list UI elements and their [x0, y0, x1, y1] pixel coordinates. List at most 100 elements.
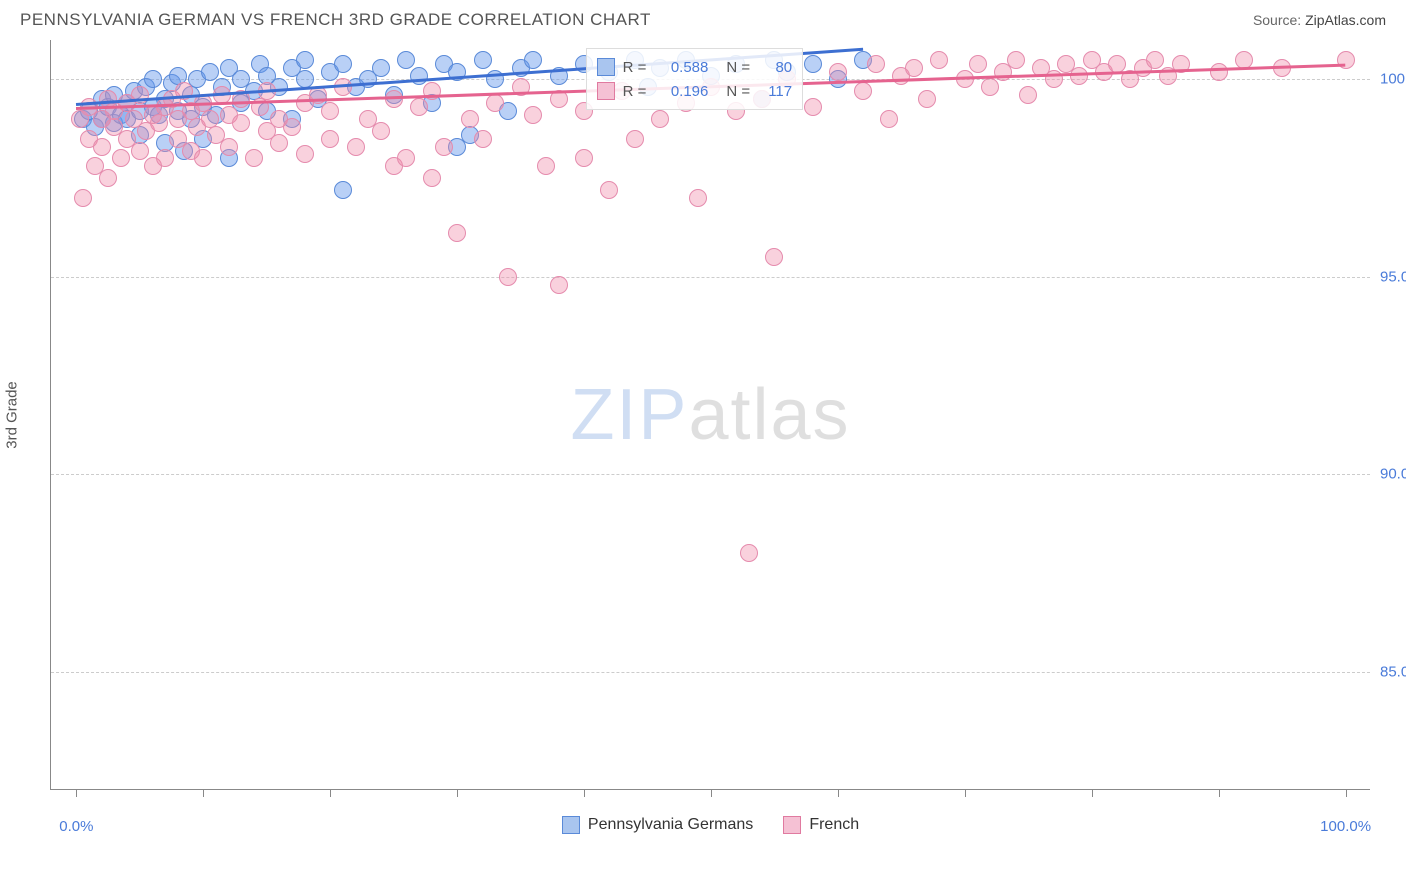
data-point — [1210, 63, 1228, 81]
data-point — [474, 51, 492, 69]
data-point — [372, 122, 390, 140]
x-tick — [711, 789, 712, 797]
watermark-atlas: atlas — [688, 375, 850, 455]
data-point — [651, 110, 669, 128]
chart-header: PENNSYLVANIA GERMAN VS FRENCH 3RD GRADE … — [0, 0, 1406, 35]
data-point — [423, 169, 441, 187]
data-point — [918, 90, 936, 108]
stat-r-value: 0.588 — [654, 59, 708, 76]
x-tick — [1092, 789, 1093, 797]
x-tick — [838, 789, 839, 797]
data-point — [1070, 67, 1088, 85]
data-point — [867, 55, 885, 73]
stats-legend: R =0.588N =80R =0.196N =117 — [586, 48, 804, 110]
y-tick-label: 90.0% — [1380, 466, 1406, 483]
data-point — [905, 59, 923, 77]
data-point — [1108, 55, 1126, 73]
data-point — [550, 276, 568, 294]
data-point — [981, 78, 999, 96]
data-point — [245, 149, 263, 167]
stat-r-label: R = — [623, 59, 647, 76]
y-tick-label: 95.0% — [1380, 268, 1406, 285]
data-point — [804, 98, 822, 116]
y-tick-label: 85.0% — [1380, 663, 1406, 680]
data-point — [474, 130, 492, 148]
data-point — [74, 189, 92, 207]
legend-label: Pennsylvania Germans — [588, 816, 753, 834]
data-point — [524, 51, 542, 69]
legend-swatch — [597, 82, 615, 100]
scatter-plot: ZIPatlas 85.0%90.0%95.0%100.0%0.0%100.0%… — [50, 40, 1370, 790]
source-value: ZipAtlas.com — [1305, 12, 1386, 28]
watermark-zip: ZIP — [570, 375, 688, 455]
data-point — [93, 138, 111, 156]
x-tick — [76, 789, 77, 797]
data-point — [156, 149, 174, 167]
x-tick — [203, 789, 204, 797]
source-attribution: Source: ZipAtlas.com — [1253, 12, 1386, 28]
x-tick — [1219, 789, 1220, 797]
data-point — [334, 55, 352, 73]
series-legend: Pennsylvania Germans French — [51, 816, 1370, 834]
legend-swatch — [562, 816, 580, 834]
legend-label: French — [809, 816, 859, 834]
data-point — [334, 78, 352, 96]
legend-swatch — [597, 58, 615, 76]
data-point — [385, 90, 403, 108]
data-point — [112, 149, 130, 167]
data-point — [321, 130, 339, 148]
data-point — [689, 189, 707, 207]
data-point — [1007, 51, 1025, 69]
data-point — [150, 114, 168, 132]
stat-r-label: R = — [623, 83, 647, 100]
stat-n-label: N = — [726, 59, 750, 76]
data-point — [486, 94, 504, 112]
data-point — [930, 51, 948, 69]
series-legend-item: Pennsylvania Germans — [562, 816, 753, 834]
data-point — [575, 149, 593, 167]
y-tick-label: 100.0% — [1380, 71, 1406, 88]
data-point — [740, 544, 758, 562]
data-point — [194, 149, 212, 167]
series-legend-item: French — [783, 816, 859, 834]
data-point — [423, 82, 441, 100]
data-point — [600, 181, 618, 199]
data-point — [1146, 51, 1164, 69]
x-tick — [1346, 789, 1347, 797]
data-point — [537, 157, 555, 175]
data-point — [448, 224, 466, 242]
data-point — [854, 82, 872, 100]
stat-r-value: 0.196 — [654, 83, 708, 100]
data-point — [397, 149, 415, 167]
data-point — [435, 138, 453, 156]
data-point — [372, 59, 390, 77]
data-point — [144, 70, 162, 88]
data-point — [969, 55, 987, 73]
grid-line — [51, 474, 1370, 475]
data-point — [131, 142, 149, 160]
data-point — [270, 134, 288, 152]
chart-title: PENNSYLVANIA GERMAN VS FRENCH 3RD GRADE … — [20, 10, 651, 30]
y-axis-label: 3rd Grade — [4, 381, 21, 449]
grid-line — [51, 672, 1370, 673]
data-point — [220, 138, 238, 156]
data-point — [99, 169, 117, 187]
x-tick — [457, 789, 458, 797]
data-point — [461, 110, 479, 128]
source-label: Source: — [1253, 12, 1305, 28]
data-point — [296, 145, 314, 163]
data-point — [804, 55, 822, 73]
stat-n-label: N = — [726, 83, 750, 100]
data-point — [524, 106, 542, 124]
data-point — [626, 130, 644, 148]
data-point — [765, 248, 783, 266]
x-tick — [584, 789, 585, 797]
data-point — [296, 51, 314, 69]
data-point — [499, 268, 517, 286]
data-point — [334, 181, 352, 199]
data-point — [1019, 86, 1037, 104]
data-point — [283, 118, 301, 136]
stat-n-value: 117 — [758, 83, 792, 100]
data-point — [880, 110, 898, 128]
data-point — [201, 63, 219, 81]
